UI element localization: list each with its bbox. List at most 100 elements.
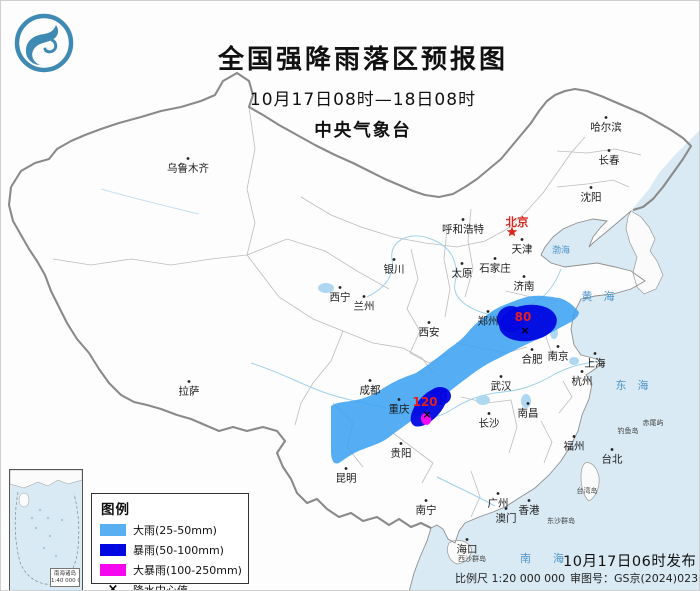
legend-item: 大雨(25-50mm) bbox=[100, 520, 240, 540]
city-dot bbox=[362, 295, 366, 298]
island-label: 台湾岛 bbox=[577, 486, 598, 495]
city-label: 天津 bbox=[512, 244, 533, 256]
map-title: 全国强降雨落区预报图 bbox=[217, 45, 508, 75]
city-label: 重庆 bbox=[389, 403, 410, 416]
legend-item: 大暴雨(100-250mm) bbox=[100, 560, 242, 580]
legend-swatch bbox=[100, 524, 126, 536]
city-label: 哈尔滨 bbox=[590, 121, 622, 134]
city-dot bbox=[465, 538, 469, 541]
city-label: 香港 bbox=[519, 505, 540, 517]
taiwan-island bbox=[580, 462, 600, 502]
island-label: 钓鱼岛 bbox=[618, 426, 639, 435]
city-dot bbox=[392, 258, 396, 261]
legend-label: 暴雨(50-100mm) bbox=[133, 544, 224, 557]
inset-label: 南海诸岛 bbox=[53, 571, 76, 577]
legend-label: 大暴雨(100-250mm) bbox=[133, 564, 242, 577]
city-dot bbox=[427, 321, 431, 324]
city-dot bbox=[593, 352, 597, 355]
agency-name: 中央气象台 bbox=[314, 121, 412, 141]
city-label: 南宁 bbox=[416, 504, 437, 517]
city-label: 广州 bbox=[488, 498, 509, 510]
legend-item: 暴雨(50-100mm) bbox=[100, 540, 240, 560]
legend-item: × 降水中心值 bbox=[100, 580, 240, 590]
city-dot bbox=[589, 186, 593, 189]
city-label: 沈阳 bbox=[581, 191, 602, 204]
city-dot bbox=[527, 499, 531, 502]
city-dot bbox=[397, 398, 401, 401]
legend-swatch bbox=[100, 544, 126, 556]
city-label: 武汉 bbox=[491, 380, 512, 393]
rain-center-mark-icon: × bbox=[520, 324, 529, 337]
dongting-lake bbox=[476, 395, 490, 405]
national-border bbox=[7, 71, 693, 529]
issue-time: 10月17日06时发布 bbox=[563, 554, 697, 570]
heavy-rainstorm-core bbox=[420, 413, 432, 425]
city-label: 拉萨 bbox=[179, 385, 200, 398]
rain-center-mark-icon: × bbox=[422, 408, 431, 421]
city-label: 长春 bbox=[599, 155, 620, 167]
korea-peninsula bbox=[625, 210, 664, 295]
city-label: 海口 bbox=[457, 543, 478, 556]
city-label: 西安 bbox=[419, 326, 440, 339]
city-label: 乌鲁木齐 bbox=[167, 162, 209, 175]
island-label: 西沙群岛 bbox=[458, 554, 486, 563]
city-dot bbox=[522, 275, 526, 278]
city-dot bbox=[604, 116, 608, 119]
city-dot bbox=[344, 467, 348, 470]
city-label: 兰州 bbox=[354, 300, 375, 313]
city-label: 澳门 bbox=[496, 512, 517, 525]
city-label: 银川 bbox=[384, 263, 405, 276]
coastline bbox=[409, 210, 646, 590]
cma-logo-icon bbox=[12, 11, 76, 75]
capital-star-icon bbox=[506, 226, 518, 237]
city-dot bbox=[461, 218, 465, 221]
city-label: 西宁 bbox=[330, 291, 351, 304]
city-dot bbox=[186, 157, 190, 160]
title-block: 全国强降雨落区预报图 10月17日08时—18日08时 中央气象台 bbox=[159, 39, 567, 142]
city-label: 长沙 bbox=[479, 418, 500, 430]
city-dot bbox=[486, 310, 490, 313]
city-label: 太原 bbox=[452, 267, 473, 280]
legend-swatch bbox=[100, 564, 126, 576]
city-dot bbox=[368, 379, 372, 382]
city-label: 贵阳 bbox=[391, 447, 412, 460]
city-label: 呼和浩特 bbox=[442, 224, 484, 236]
city-dot bbox=[493, 257, 497, 260]
city-dot bbox=[572, 435, 576, 438]
sea-area bbox=[409, 131, 699, 590]
city-label: 石家庄 bbox=[479, 262, 511, 275]
city-label: 昆明 bbox=[336, 473, 357, 485]
inset-scale-box: 南海诸岛 1:40 000 000 bbox=[50, 568, 80, 587]
city-label: 郑州 bbox=[478, 315, 499, 328]
city-label: 南京 bbox=[548, 350, 569, 363]
rain-center-value: 80 bbox=[515, 310, 532, 324]
sea-label: 渤海 bbox=[552, 244, 570, 256]
city-dot bbox=[607, 149, 611, 152]
city-label: 合肥 bbox=[522, 353, 543, 366]
city-dot bbox=[338, 286, 342, 289]
city-label: 济南 bbox=[514, 280, 535, 293]
city-dot bbox=[526, 402, 530, 405]
city-dot bbox=[424, 499, 428, 502]
city-dot bbox=[610, 448, 614, 451]
rainstorm-areas bbox=[410, 304, 557, 427]
city-dot bbox=[504, 507, 508, 510]
city-label: 成都 bbox=[360, 385, 381, 397]
rain-center-value: 120 bbox=[412, 395, 437, 409]
south-china-sea-inset: 南海诸岛 1:40 000 000 bbox=[9, 469, 83, 590]
city-dot bbox=[487, 412, 491, 415]
sea-label: 东 海 bbox=[616, 378, 649, 392]
map-approval-number: 审图号：GS京(2024)0236号 bbox=[570, 572, 699, 585]
legend-label: 大雨(25-50mm) bbox=[133, 524, 217, 537]
map-subtitle: 10月17日08时—18日08时 bbox=[249, 90, 477, 110]
map-scale: 比例尺 1:20 000 000 bbox=[455, 572, 566, 585]
island-label: 赤尾屿 bbox=[643, 418, 664, 427]
inset-scale: 1:40 000 000 bbox=[51, 577, 79, 584]
city-label: 杭州 bbox=[572, 375, 593, 388]
poyang-lake bbox=[521, 394, 531, 408]
city-dot bbox=[187, 380, 191, 383]
legend-title: 图例 bbox=[101, 502, 130, 518]
city-dot bbox=[496, 492, 500, 495]
